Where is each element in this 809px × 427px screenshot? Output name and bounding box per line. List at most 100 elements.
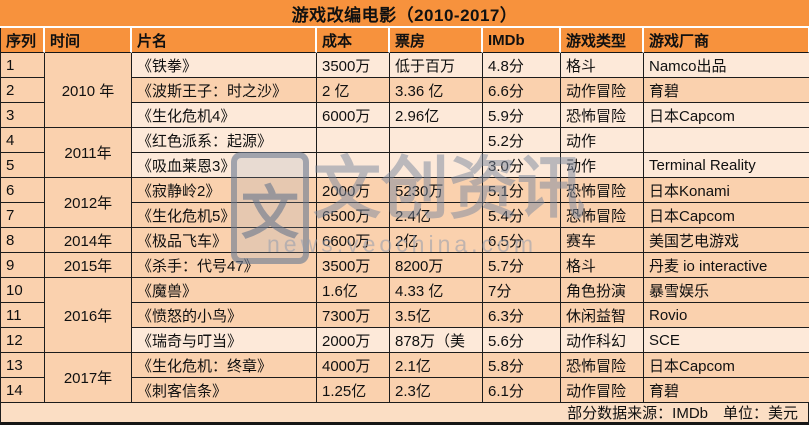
cell-cost: 2000万 (317, 178, 390, 203)
cell-box-office (390, 153, 483, 178)
cell-title: 《杀手：代号47》 (132, 253, 317, 278)
cell-seq: 5 (1, 153, 45, 178)
cell-genre: 动作冒险 (561, 378, 644, 403)
cell-genre: 恐怖冒险 (561, 178, 644, 203)
page-title: 游戏改编电影（2010-2017） (291, 5, 518, 25)
cell-box-office: 8200万 (390, 253, 483, 278)
cell-box-office: 5230万 (390, 178, 483, 203)
cell-maker: 日本Konami (644, 178, 809, 203)
column-header-imdb: IMDb (483, 28, 561, 53)
cell-seq: 9 (1, 253, 45, 278)
cell-seq: 11 (1, 303, 45, 328)
cell-title: 《魔兽》 (132, 278, 317, 303)
cell-genre: 角色扮演 (561, 278, 644, 303)
cell-maker: 美国艺电游戏 (644, 228, 809, 253)
cell-maker: Namco出品 (644, 53, 809, 78)
cell-box-office: 3.36 亿 (390, 78, 483, 103)
cell-cost: 7300万 (317, 303, 390, 328)
cell-title: 《瑞奇与叮当》 (132, 328, 317, 353)
column-header-cost: 成本 (317, 28, 390, 53)
cell-title: 《刺客信条》 (132, 378, 317, 403)
cell-cost (317, 153, 390, 178)
cell-imdb: 6.5分 (483, 228, 561, 253)
cell-genre: 动作 (561, 128, 644, 153)
column-header-year: 时间 (45, 28, 132, 53)
cell-imdb: 5.8分 (483, 353, 561, 378)
cell-cost: 6000万 (317, 103, 390, 128)
cell-maker: 日本Capcom (644, 353, 809, 378)
cell-genre: 格斗 (561, 53, 644, 78)
column-header-genre: 游戏类型 (561, 28, 644, 53)
cell-imdb: 6.6分 (483, 78, 561, 103)
cell-imdb: 5.1分 (483, 178, 561, 203)
cell-title: 《极品飞车》 (132, 228, 317, 253)
cell-box-office: 2.3亿 (390, 378, 483, 403)
cell-maker (644, 128, 809, 153)
cell-cost: 2000万 (317, 328, 390, 353)
cell-maker: 暴雪娱乐 (644, 278, 809, 303)
column-header-title: 片名 (132, 28, 317, 53)
cell-seq: 14 (1, 378, 45, 403)
cell-genre: 动作冒险 (561, 78, 644, 103)
table-footnote-bar: 部分数据来源：IMDb 单位：美元 (0, 403, 809, 425)
cell-year: 2015年 (45, 253, 132, 278)
cell-year: 2017年 (45, 353, 132, 403)
cell-imdb: 4.8分 (483, 53, 561, 78)
cell-title: 《愤怒的小鸟》 (132, 303, 317, 328)
footnote-text: 部分数据来源：IMDb 单位：美元 (567, 405, 798, 422)
cell-title: 《生化危机4》 (132, 103, 317, 128)
cell-maker: 育碧 (644, 378, 809, 403)
cell-imdb: 6.1分 (483, 378, 561, 403)
cell-seq: 3 (1, 103, 45, 128)
cell-seq: 4 (1, 128, 45, 153)
cell-cost (317, 128, 390, 153)
cell-box-office: 2.4亿 (390, 203, 483, 228)
cell-year: 2016年 (45, 278, 132, 353)
cell-cost: 1.25亿 (317, 378, 390, 403)
cell-seq: 12 (1, 328, 45, 353)
cell-title: 《吸血莱恩3》 (132, 153, 317, 178)
cell-genre: 格斗 (561, 253, 644, 278)
cell-title: 《生化危机5》 (132, 203, 317, 228)
cell-imdb: 3.0分 (483, 153, 561, 178)
column-header-box: 票房 (390, 28, 483, 53)
cell-maker: 日本Capcom (644, 203, 809, 228)
cell-seq: 8 (1, 228, 45, 253)
cell-maker: SCE (644, 328, 809, 353)
movies-table: 序列 时间 片名 成本 票房 IMDb 游戏类型 游戏厂商 1 2010 年《铁拳… (0, 28, 809, 403)
cell-box-office: 878万（美 (390, 328, 483, 353)
column-header-maker: 游戏厂商 (644, 28, 809, 53)
cell-cost: 3500万 (317, 253, 390, 278)
cell-imdb: 5.6分 (483, 328, 561, 353)
cell-box-office: 4.33 亿 (390, 278, 483, 303)
cell-imdb: 5.4分 (483, 203, 561, 228)
cell-cost: 1.6亿 (317, 278, 390, 303)
cell-year: 2014年 (45, 228, 132, 253)
cell-box-office: 2亿 (390, 228, 483, 253)
cell-maker: Rovio (644, 303, 809, 328)
cell-box-office: 2.1亿 (390, 353, 483, 378)
cell-genre: 动作 (561, 153, 644, 178)
cell-maker: 育碧 (644, 78, 809, 103)
cell-genre: 恐怖冒险 (561, 103, 644, 128)
cell-cost: 6600万 (317, 228, 390, 253)
cell-seq: 2 (1, 78, 45, 103)
cell-cost: 4000万 (317, 353, 390, 378)
cell-box-office: 2.96亿 (390, 103, 483, 128)
cell-box-office: 低于百万 (390, 53, 483, 78)
cell-genre: 动作科幻 (561, 328, 644, 353)
cell-imdb: 5.9分 (483, 103, 561, 128)
cell-seq: 13 (1, 353, 45, 378)
cell-seq: 7 (1, 203, 45, 228)
cell-imdb: 7分 (483, 278, 561, 303)
column-header-seq: 序列 (1, 28, 45, 53)
cell-title: 《红色派系：起源》 (132, 128, 317, 153)
cell-genre: 休闲益智 (561, 303, 644, 328)
cell-title: 《生化危机：终章》 (132, 353, 317, 378)
cell-cost: 2 亿 (317, 78, 390, 103)
cell-imdb: 5.7分 (483, 253, 561, 278)
cell-genre: 赛车 (561, 228, 644, 253)
cell-cost: 3500万 (317, 53, 390, 78)
cell-box-office (390, 128, 483, 153)
